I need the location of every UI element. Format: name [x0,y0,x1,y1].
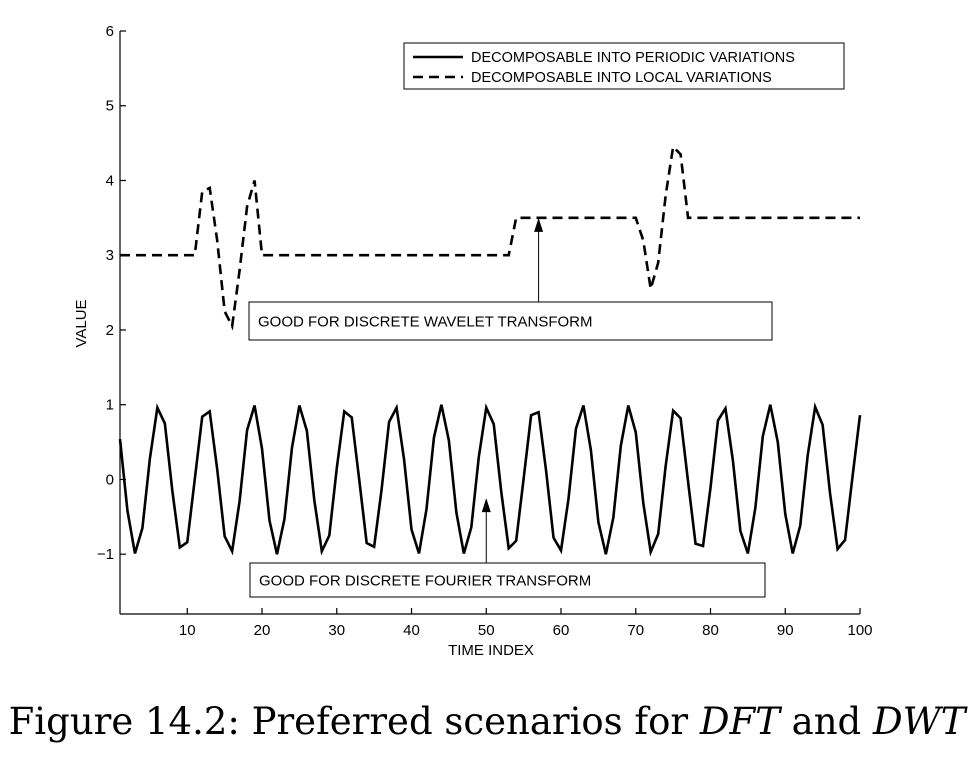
annotation-arrow-head [534,217,544,232]
caption-term-dft: DFT [699,700,780,743]
caption-middle: and [779,700,873,743]
legend: DECOMPOSABLE INTO PERIODIC VARIATIONS DEC… [403,42,845,90]
y-tick-label: 1 [106,397,114,414]
y-axis-title: VALUE [73,299,90,347]
plot-lines [118,144,862,557]
legend-entry-text: DECOMPOSABLE INTO LOCAL VARIATIONS [471,70,772,86]
chart-svg: 10 20 30 40 50 60 70 80 90 100 −1 0 1 2 3 4 5 6 TIME INDEX… [73,23,873,659]
series-line-periodic-variations [118,402,862,557]
x-tick-label: 100 [847,622,872,639]
legend-box [403,42,845,90]
legend-entry-text: DECOMPOSABLE INTO PERIODIC VARIATIONS [471,50,795,66]
annotations: GOOD FOR DISCRETE WAVELET TRANSFORM GOOD … [248,217,773,598]
y-tick-label: 5 [106,98,114,115]
axes: 10 20 30 40 50 60 70 80 90 100 −1 0 1 2 3 4 5 6 TIME INDEX… [73,23,873,659]
y-tick-label: 3 [106,247,114,264]
x-tick-label: 90 [777,622,794,639]
annotation-box [248,301,773,341]
chart-area: 10 20 30 40 50 60 70 80 90 100 −1 0 1 2 3 4 5 6 TIME INDEX… [73,23,873,659]
x-tick-label: 50 [478,622,495,639]
x-tick-label: 80 [702,622,719,639]
annotation-text: GOOD FOR DISCRETE WAVELET TRANSFORM [258,314,592,331]
series-line-local-variations [120,144,860,331]
x-tick-label: 70 [627,622,644,639]
x-tick-label: 40 [403,622,420,639]
caption-prefix: Figure 14.2: Preferred scenarios for [8,700,700,743]
y-tick-label: 4 [106,172,114,189]
x-axis-title: TIME INDEX [448,642,534,659]
y-tick-label: 6 [106,23,114,40]
annotation-box [249,562,766,598]
x-tick-label: 10 [179,622,196,639]
y-tick-label: 2 [106,322,114,339]
x-tick-label: 20 [254,622,271,639]
annotation-arrow-head [481,498,491,513]
x-tick-label: 60 [553,622,570,639]
figure-caption: Figure 14.2: Preferred scenarios for DFT… [0,700,974,743]
y-tick-label: 0 [106,471,114,488]
caption-term-dwt: DWT [873,700,966,743]
y-tick-label: −1 [97,546,114,563]
annotation-text: GOOD FOR DISCRETE FOURIER TRANSFORM [259,573,591,590]
x-tick-label: 30 [328,622,345,639]
